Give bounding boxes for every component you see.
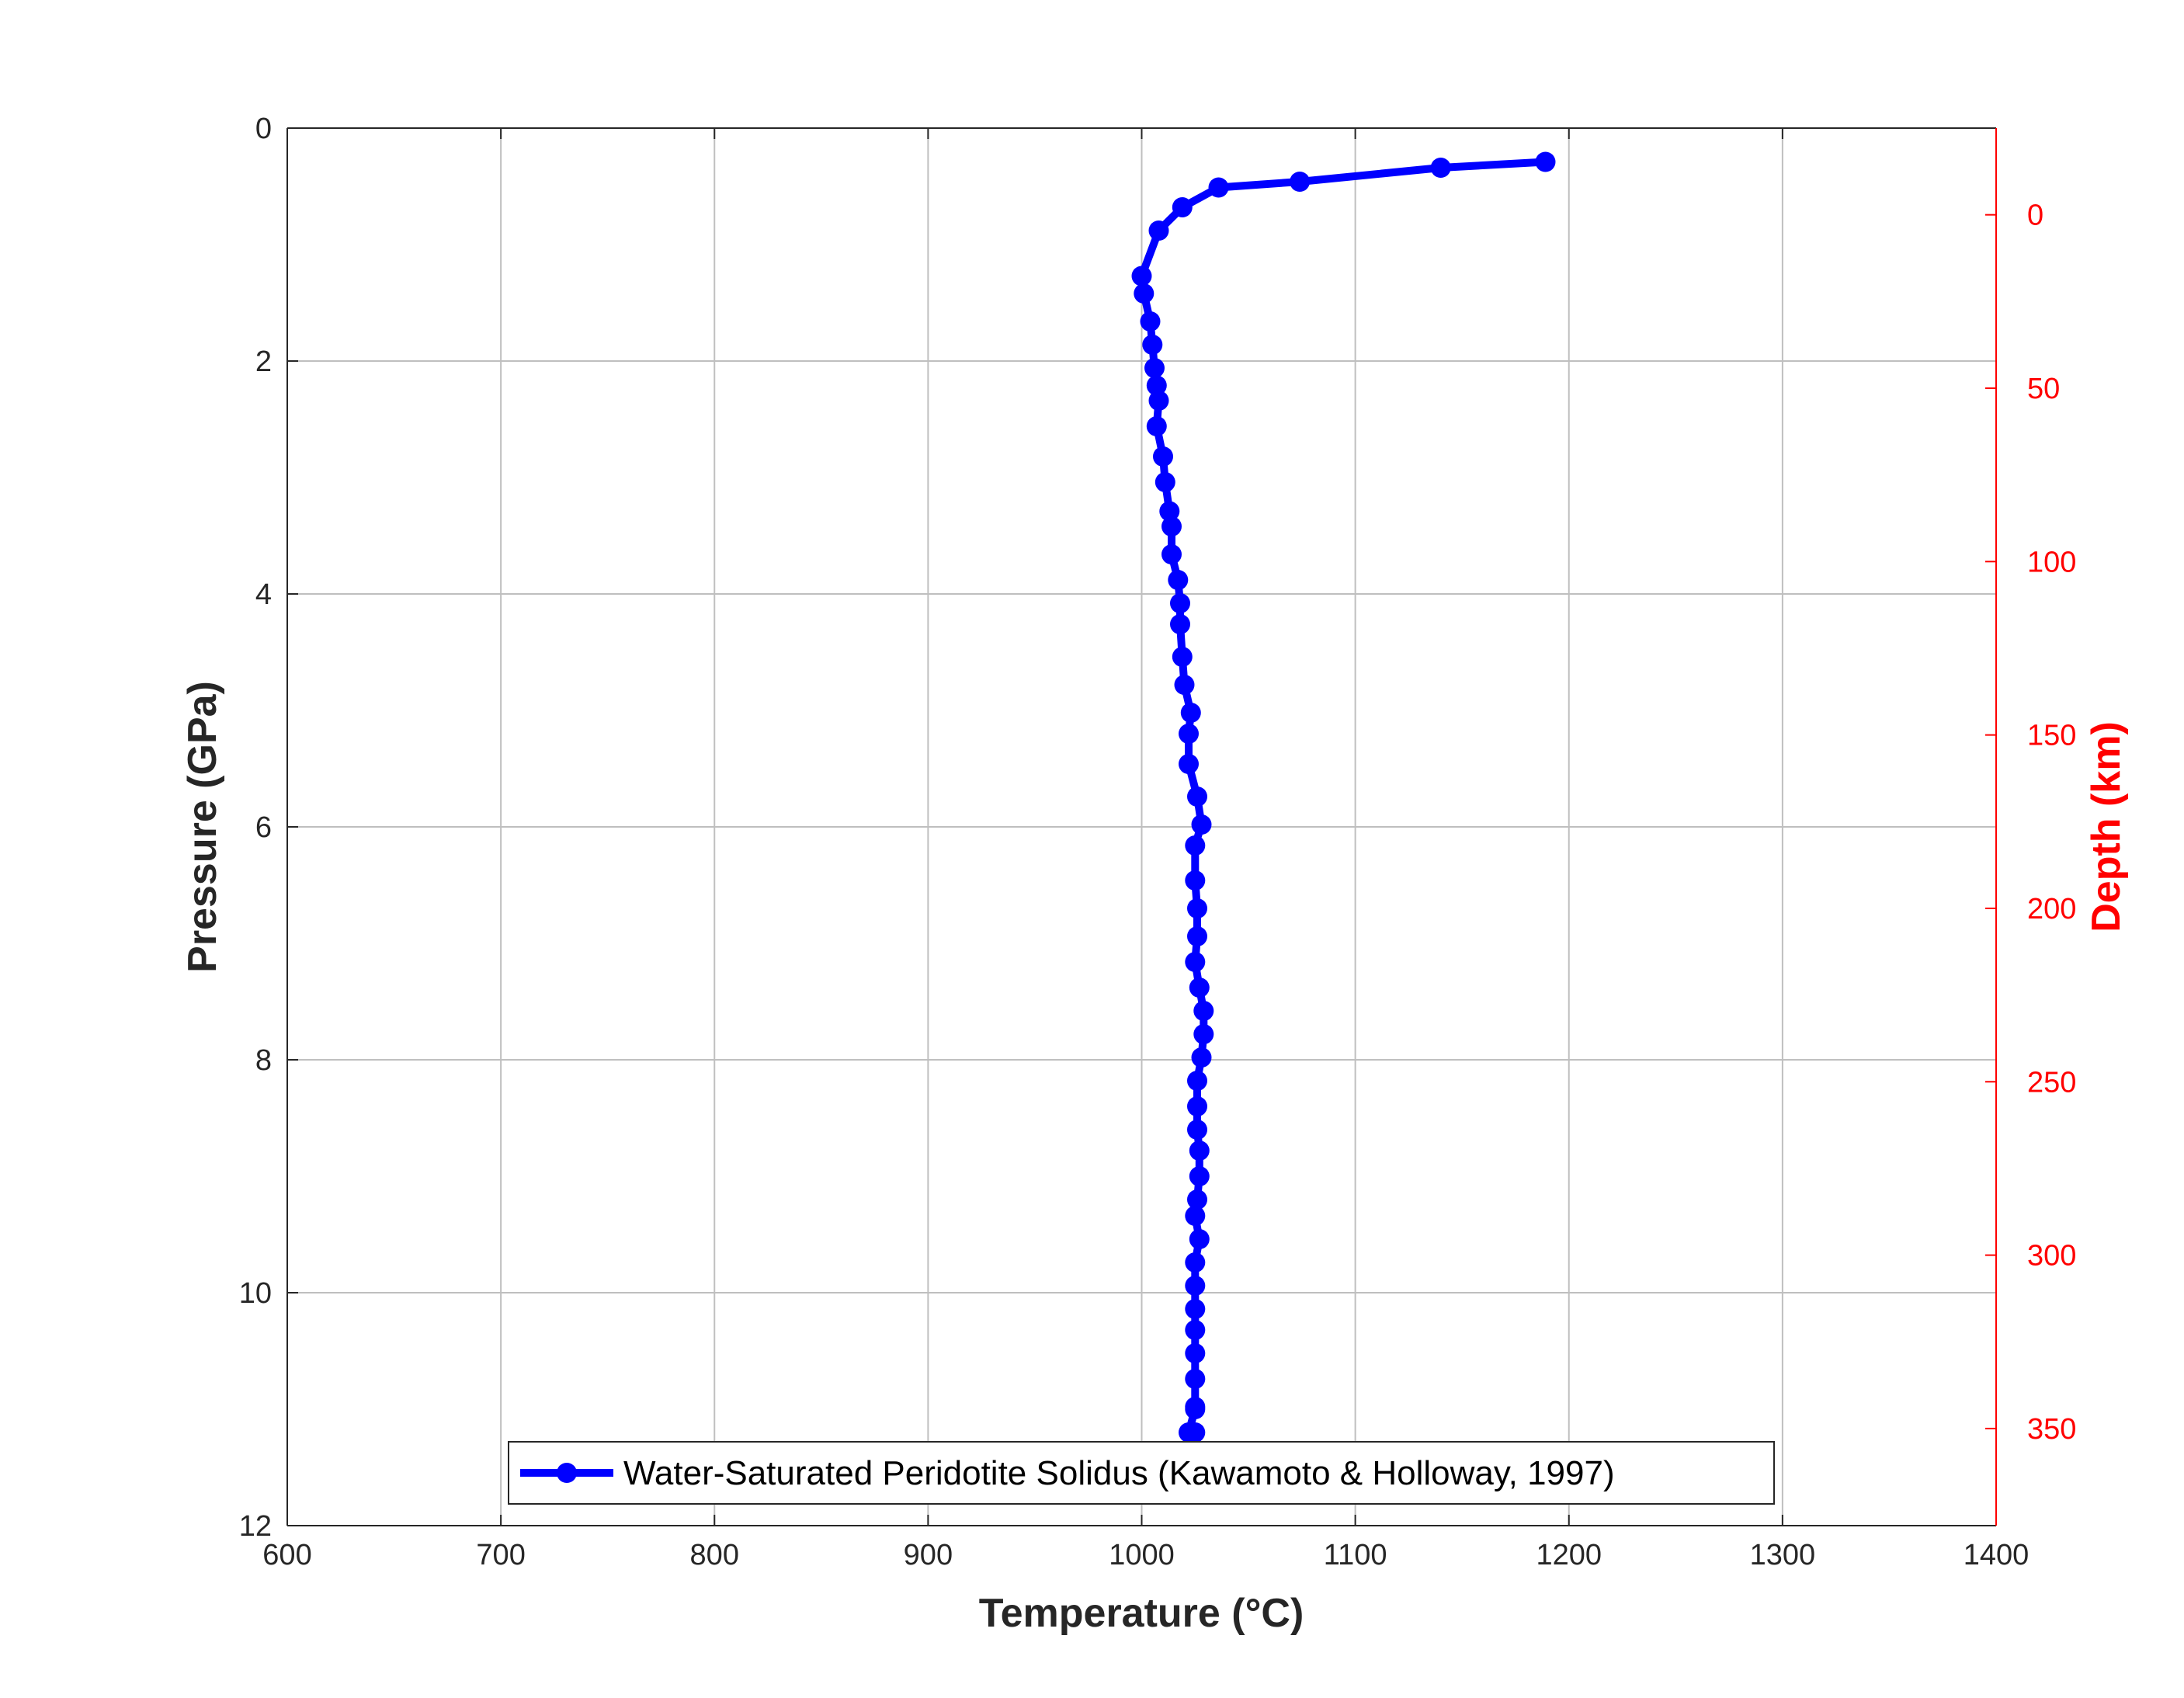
data-point xyxy=(1290,172,1311,192)
legend-marker-swatch xyxy=(557,1463,577,1483)
x-tick-label: 1200 xyxy=(1536,1539,1602,1571)
data-point xyxy=(1208,177,1229,198)
x-tick-label: 1100 xyxy=(1324,1539,1387,1571)
data-point xyxy=(1146,416,1167,436)
data-point xyxy=(1189,1141,1210,1161)
legend-box xyxy=(508,1441,1775,1505)
data-point xyxy=(1191,1047,1212,1068)
y2-axis-title: Depth (km) xyxy=(2084,721,2129,932)
data-point xyxy=(1430,158,1451,178)
data-point xyxy=(1131,266,1152,286)
y2-tick-label: 300 xyxy=(2027,1240,2076,1273)
data-point xyxy=(1148,391,1169,411)
data-point xyxy=(1535,151,1556,172)
data-point xyxy=(1154,472,1175,492)
data-point xyxy=(1185,1369,1206,1389)
data-point xyxy=(1185,1422,1206,1443)
data-point xyxy=(1148,220,1169,241)
y-tick-label: 8 xyxy=(255,1044,272,1077)
data-point xyxy=(1187,786,1207,807)
x-tick-label: 1300 xyxy=(1750,1539,1816,1571)
y2-tick-label: 200 xyxy=(2027,893,2076,925)
x-tick-label: 600 xyxy=(262,1539,311,1571)
x-tick-label: 900 xyxy=(904,1539,953,1571)
data-point xyxy=(1185,1343,1206,1363)
data-point xyxy=(1170,593,1190,613)
x-axis-title: Temperature (°C) xyxy=(979,1591,1304,1636)
data-point xyxy=(1185,952,1206,972)
data-point xyxy=(1134,283,1154,304)
y-tick-label: 10 xyxy=(239,1277,272,1310)
data-point xyxy=(1193,1024,1214,1044)
y-tick-label: 6 xyxy=(255,811,272,844)
data-point xyxy=(1185,1320,1206,1340)
x-tick-label: 800 xyxy=(690,1539,739,1571)
data-point xyxy=(1146,375,1167,396)
data-point xyxy=(1187,1071,1207,1091)
data-point xyxy=(1144,358,1165,378)
data-point xyxy=(1185,835,1206,856)
data-point xyxy=(1185,1299,1206,1319)
data-point xyxy=(1180,703,1201,723)
y-tick-label: 12 xyxy=(239,1510,272,1543)
data-point xyxy=(1185,870,1206,891)
data-point xyxy=(1179,754,1199,774)
data-point xyxy=(1185,1206,1206,1226)
data-point xyxy=(1191,814,1212,835)
y2-tick-label: 100 xyxy=(2027,546,2076,578)
data-point xyxy=(1168,570,1189,590)
x-tick-label: 700 xyxy=(476,1539,525,1571)
data-point xyxy=(1172,197,1193,217)
data-point xyxy=(1142,335,1163,355)
data-point xyxy=(1187,898,1207,918)
data-point xyxy=(1174,675,1195,695)
data-point xyxy=(1187,1120,1207,1140)
data-point xyxy=(1161,516,1182,536)
legend-entry-label: Water-Saturated Peridotite Solidus (Kawa… xyxy=(623,1454,1615,1492)
data-point xyxy=(1140,311,1161,332)
y-axis-title: Pressure (GPa) xyxy=(180,681,225,973)
data-point xyxy=(1189,1229,1210,1249)
data-point xyxy=(1185,1399,1206,1419)
axes xyxy=(286,127,1997,1526)
tick-labels: 600 700 800 900 1000 1100 1200 1300 140002468101… xyxy=(239,113,2077,1571)
data-point xyxy=(1159,501,1180,522)
data-point xyxy=(1185,1252,1206,1273)
data-point xyxy=(1161,544,1182,564)
data-point xyxy=(1189,1166,1210,1186)
y2-tick-label: 50 xyxy=(2027,373,2060,405)
series-layer xyxy=(1131,151,1556,1443)
x-tick-label: 1000 xyxy=(1109,1539,1175,1571)
y2-tick-label: 0 xyxy=(2027,200,2043,232)
data-point xyxy=(1172,647,1193,667)
data-point xyxy=(1187,1189,1207,1210)
y-tick-label: 2 xyxy=(255,346,272,378)
x-tick-label: 1400 xyxy=(1964,1539,2029,1571)
data-point xyxy=(1189,977,1210,998)
data-point xyxy=(1187,926,1207,946)
y2-tick-label: 350 xyxy=(2027,1413,2076,1446)
data-point xyxy=(1193,1001,1214,1021)
data-point xyxy=(1170,614,1190,634)
data-point xyxy=(1185,1276,1206,1296)
data-point xyxy=(1179,724,1199,744)
y2-tick-label: 250 xyxy=(2027,1066,2076,1099)
y-tick-label: 4 xyxy=(255,578,272,611)
y-tick-label: 0 xyxy=(255,113,272,145)
data-point xyxy=(1187,1096,1207,1116)
y2-tick-label: 150 xyxy=(2027,720,2076,752)
legend: Water-Saturated Peridotite Solidus (Kawa… xyxy=(508,1441,1775,1505)
data-point xyxy=(1153,446,1173,467)
